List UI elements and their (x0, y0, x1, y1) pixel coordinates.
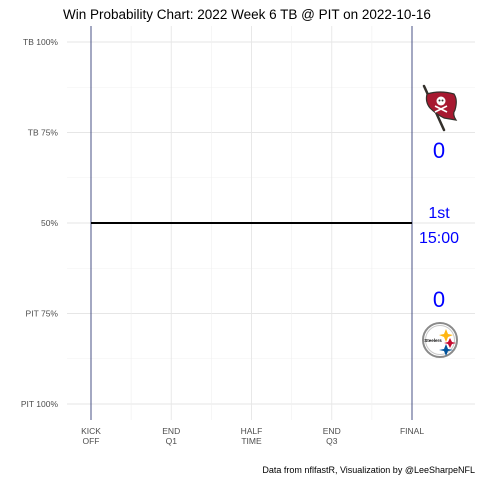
y-tick-label: PIT 100% (21, 399, 59, 409)
x-tick-label: HALF TIME (241, 426, 263, 446)
y-tick-label: TB 75% (28, 128, 59, 138)
y-tick-label: PIT 75% (26, 309, 59, 319)
game-clock-time: 15:00 (419, 230, 459, 247)
x-tick-labels: KICK OFF END Q1 HALF TIME END Q3 FINAL (81, 426, 424, 446)
svg-text:Steelers: Steelers (424, 338, 442, 343)
x-tick-label: FINAL (400, 426, 424, 436)
chart-caption: Data from nflfastR, Visualization by @Le… (262, 465, 475, 475)
game-clock-quarter: 1st (428, 205, 450, 222)
x-tick-label: END Q1 (162, 426, 180, 446)
y-tick-label: 50% (41, 218, 58, 228)
chart-title: Win Probability Chart: 2022 Week 6 TB @ … (63, 7, 431, 22)
steelers-logo: Steelers (422, 322, 458, 358)
buccaneers-flag-logo (422, 84, 458, 132)
x-tick-label: END Q3 (323, 426, 341, 446)
away-score: 0 (433, 138, 445, 163)
x-tick-label: KICK OFF (81, 426, 101, 446)
y-tick-labels: TB 100% TB 75% 50% PIT 75% PIT 100% (21, 37, 59, 409)
home-score: 0 (433, 287, 445, 312)
y-tick-label: TB 100% (23, 37, 58, 47)
